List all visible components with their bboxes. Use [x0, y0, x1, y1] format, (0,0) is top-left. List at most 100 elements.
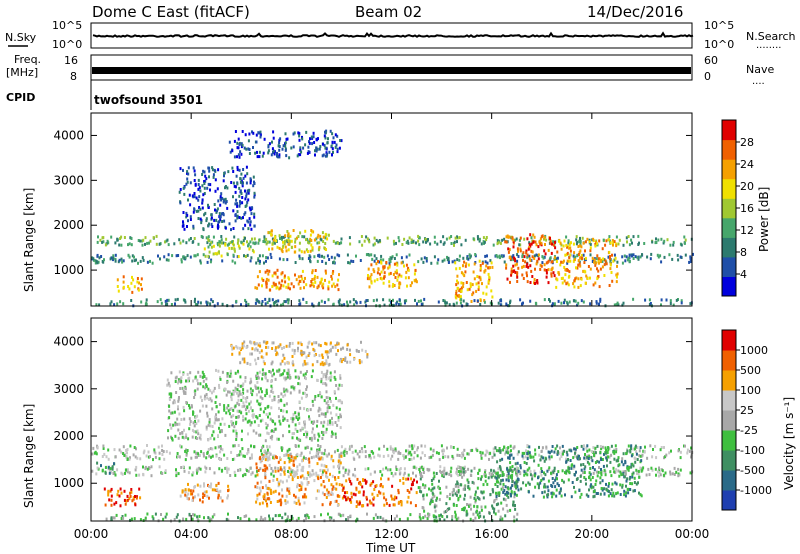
power-echo-cell — [274, 271, 277, 275]
velocity-echo-cell — [236, 401, 239, 405]
colorbar-tick-label: 4 — [740, 268, 747, 281]
power-echo-cell — [509, 257, 512, 261]
velocity-echo-cell — [317, 409, 320, 413]
velocity-echo-cell — [158, 451, 161, 455]
power-echo-cell — [186, 225, 188, 228]
velocity-echo-cell — [176, 452, 179, 455]
velocity-echo-cell — [631, 462, 634, 466]
velocity-echo-cell — [320, 380, 323, 384]
velocity-echo-cell — [451, 454, 454, 458]
power-echo-cell — [365, 235, 368, 239]
power-echo-cell — [641, 253, 643, 257]
power-echo-cell — [485, 285, 488, 289]
power-echo-cell — [305, 248, 308, 252]
velocity-echo-cell — [340, 347, 342, 351]
power-echo-cell — [245, 300, 248, 304]
power-echo-cell — [228, 246, 231, 250]
velocity-echo-cell — [620, 473, 623, 477]
power-echo-cell — [272, 281, 275, 285]
power-echo-cell — [254, 301, 257, 305]
power-echo-cell — [292, 229, 295, 232]
power-echo-cell — [165, 258, 168, 262]
velocity-echo-cell — [308, 457, 311, 461]
power-echo-cell — [613, 240, 616, 244]
power-echo-cell — [246, 240, 248, 244]
nsky-tick-bottom: 10^0 — [52, 38, 82, 51]
velocity-echo-cell — [243, 404, 246, 408]
power-echo-cell — [274, 283, 277, 287]
velocity-echo-cell — [686, 451, 689, 455]
velocity-echo-cell — [292, 459, 295, 463]
velocity-echo-cell — [284, 376, 287, 380]
power-echo-cell — [560, 301, 563, 305]
power-echo-cell — [331, 271, 334, 275]
velocity-echo-cell — [259, 518, 262, 522]
power-echo-cell — [566, 251, 569, 255]
velocity-echo-cell — [405, 477, 408, 481]
velocity-echo-cell — [190, 456, 193, 460]
velocity-echo-cell — [424, 444, 427, 448]
velocity-echo-cell — [123, 454, 126, 457]
power-echo-cell — [332, 302, 335, 306]
power-echo-cell — [327, 233, 330, 237]
velocity-echo-cell — [326, 369, 329, 373]
power-echo-cell — [518, 243, 521, 247]
power-echo-cell — [577, 263, 580, 267]
velocity-echo-cell — [382, 492, 385, 496]
velocity-echo-cell — [255, 374, 257, 378]
velocity-echo-cell — [504, 514, 507, 518]
power-echo-cell — [225, 237, 228, 241]
velocity-echo-cell — [231, 458, 234, 461]
velocity-echo-cell — [256, 416, 259, 420]
velocity-echo-cell — [348, 447, 351, 451]
velocity-echo-cell — [211, 391, 213, 395]
power-echo-cell — [572, 254, 575, 258]
power-echo-cell — [249, 177, 252, 181]
velocity-echo-cell — [573, 464, 576, 468]
power-echo-cell — [166, 238, 169, 242]
velocity-echo-cell — [632, 489, 635, 493]
velocity-echo-cell — [551, 445, 554, 448]
power-echo-cell — [479, 303, 482, 306]
velocity-echo-cell — [629, 450, 632, 454]
velocity-echo-cell — [300, 468, 303, 472]
velocity-echo-cell — [288, 471, 291, 475]
power-echo-cell — [398, 286, 401, 290]
velocity-echo-cell — [318, 457, 321, 461]
velocity-echo-cell — [342, 358, 345, 361]
power-echo-cell — [293, 250, 296, 254]
power-echo-cell — [250, 256, 253, 260]
velocity-echo-cell — [609, 492, 612, 496]
velocity-echo-cell — [648, 473, 651, 477]
velocity-echo-cell — [247, 409, 250, 413]
power-echo-cell — [272, 238, 275, 242]
power-echo-cell — [223, 219, 226, 223]
velocity-echo-cell — [442, 452, 445, 456]
velocity-echo-cell — [455, 490, 458, 494]
velocity-echo-cell — [594, 461, 597, 464]
velocity-echo-cell — [261, 397, 264, 401]
power-echo-cell — [247, 147, 250, 151]
power-echo-cell — [243, 254, 245, 258]
velocity-echo-cell — [333, 487, 336, 490]
velocity-echo-cell — [293, 500, 296, 504]
power-echo-cell — [253, 195, 256, 199]
velocity-echo-cell — [281, 448, 283, 452]
velocity-echo-cell — [619, 493, 622, 496]
power-echo-cell — [522, 264, 525, 268]
velocity-echo-cell — [510, 453, 513, 457]
velocity-echo-cell — [369, 472, 372, 476]
velocity-echo-cell — [306, 445, 309, 449]
power-echo-cell — [575, 276, 578, 280]
velocity-echo-cell — [180, 418, 183, 421]
nsearch-tick-top: 10^5 — [704, 19, 734, 32]
power-echo-cell — [275, 299, 278, 303]
power-echo-cell — [383, 276, 385, 280]
velocity-echo-cell — [263, 449, 266, 453]
velocity-echo-cell — [467, 467, 470, 471]
velocity-echo-cell — [345, 479, 348, 483]
power-echo-cell — [265, 285, 268, 289]
velocity-echo-cell — [539, 458, 542, 462]
velocity-echo-cell — [321, 356, 324, 359]
velocity-echo-cell — [513, 467, 516, 471]
